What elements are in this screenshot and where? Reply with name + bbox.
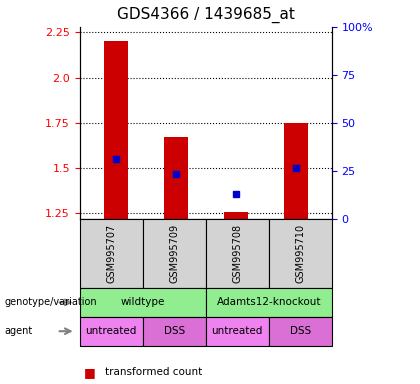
Text: wildtype: wildtype [121, 297, 165, 308]
Text: GSM995708: GSM995708 [232, 224, 242, 283]
Text: genotype/variation: genotype/variation [4, 297, 97, 308]
Text: DSS: DSS [290, 326, 311, 336]
Text: untreated: untreated [86, 326, 137, 336]
Text: GSM995710: GSM995710 [295, 224, 305, 283]
Title: GDS4366 / 1439685_at: GDS4366 / 1439685_at [117, 7, 295, 23]
Bar [104, 41, 128, 219]
Text: GSM995709: GSM995709 [169, 224, 179, 283]
Text: Adamts12-knockout: Adamts12-knockout [217, 297, 321, 308]
Text: untreated: untreated [212, 326, 263, 336]
Text: GSM995707: GSM995707 [106, 224, 116, 283]
Bar [284, 123, 308, 219]
Bar [164, 137, 188, 219]
Text: agent: agent [4, 326, 32, 336]
Text: transformed count: transformed count [105, 367, 202, 377]
Bar [224, 212, 248, 219]
Text: ■: ■ [84, 366, 96, 379]
Text: DSS: DSS [164, 326, 185, 336]
